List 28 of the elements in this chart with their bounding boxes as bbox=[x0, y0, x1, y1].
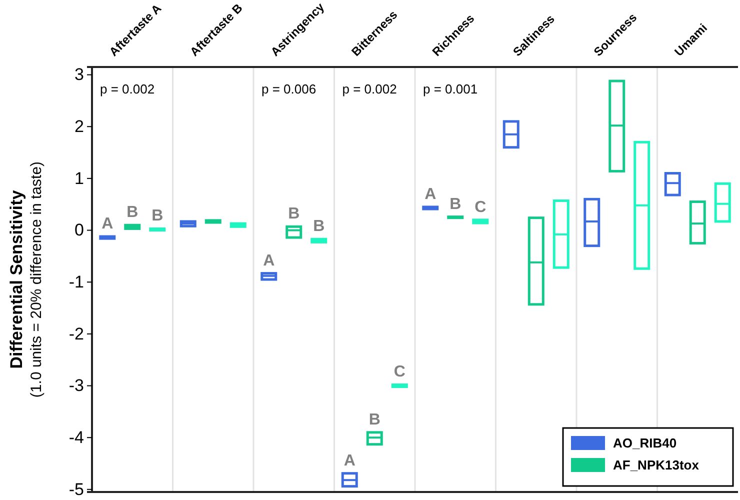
annotation: p = 0.006 bbox=[262, 82, 316, 97]
text: B bbox=[126, 204, 138, 222]
y-tick-label: 0 bbox=[74, 220, 84, 240]
y-tick-label: -3 bbox=[68, 376, 84, 396]
y-tick-label: 3 bbox=[74, 65, 84, 84]
y-tick-label: 2 bbox=[74, 117, 84, 136]
legend-label: AO_RIB40 bbox=[613, 436, 677, 451]
text: A bbox=[263, 252, 275, 270]
y-tick-label: -2 bbox=[68, 324, 84, 344]
y-axis-title: Differential Sensitivity (1.0 units = 20% difference in taste) bbox=[7, 161, 45, 398]
text: B bbox=[152, 208, 164, 225]
text: A bbox=[344, 452, 356, 470]
annotation: p = 0.002 bbox=[100, 82, 155, 97]
legend-label: AF_NPK13tox bbox=[613, 458, 700, 473]
y-tick-label: -1 bbox=[68, 272, 84, 292]
text: B bbox=[450, 196, 462, 213]
text: A bbox=[424, 186, 436, 203]
text: B bbox=[368, 411, 380, 428]
y-tick-label: -4 bbox=[68, 428, 84, 448]
text: C bbox=[394, 364, 406, 381]
y-tick-label: -5 bbox=[68, 480, 84, 499]
text: C bbox=[474, 198, 486, 216]
text: B bbox=[288, 206, 300, 223]
annotation: p = 0.002 bbox=[342, 82, 397, 97]
text: A bbox=[102, 215, 114, 232]
y-tick-label: 1 bbox=[74, 168, 84, 188]
text: B bbox=[313, 218, 325, 236]
annotation: p = 0.001 bbox=[423, 82, 478, 97]
